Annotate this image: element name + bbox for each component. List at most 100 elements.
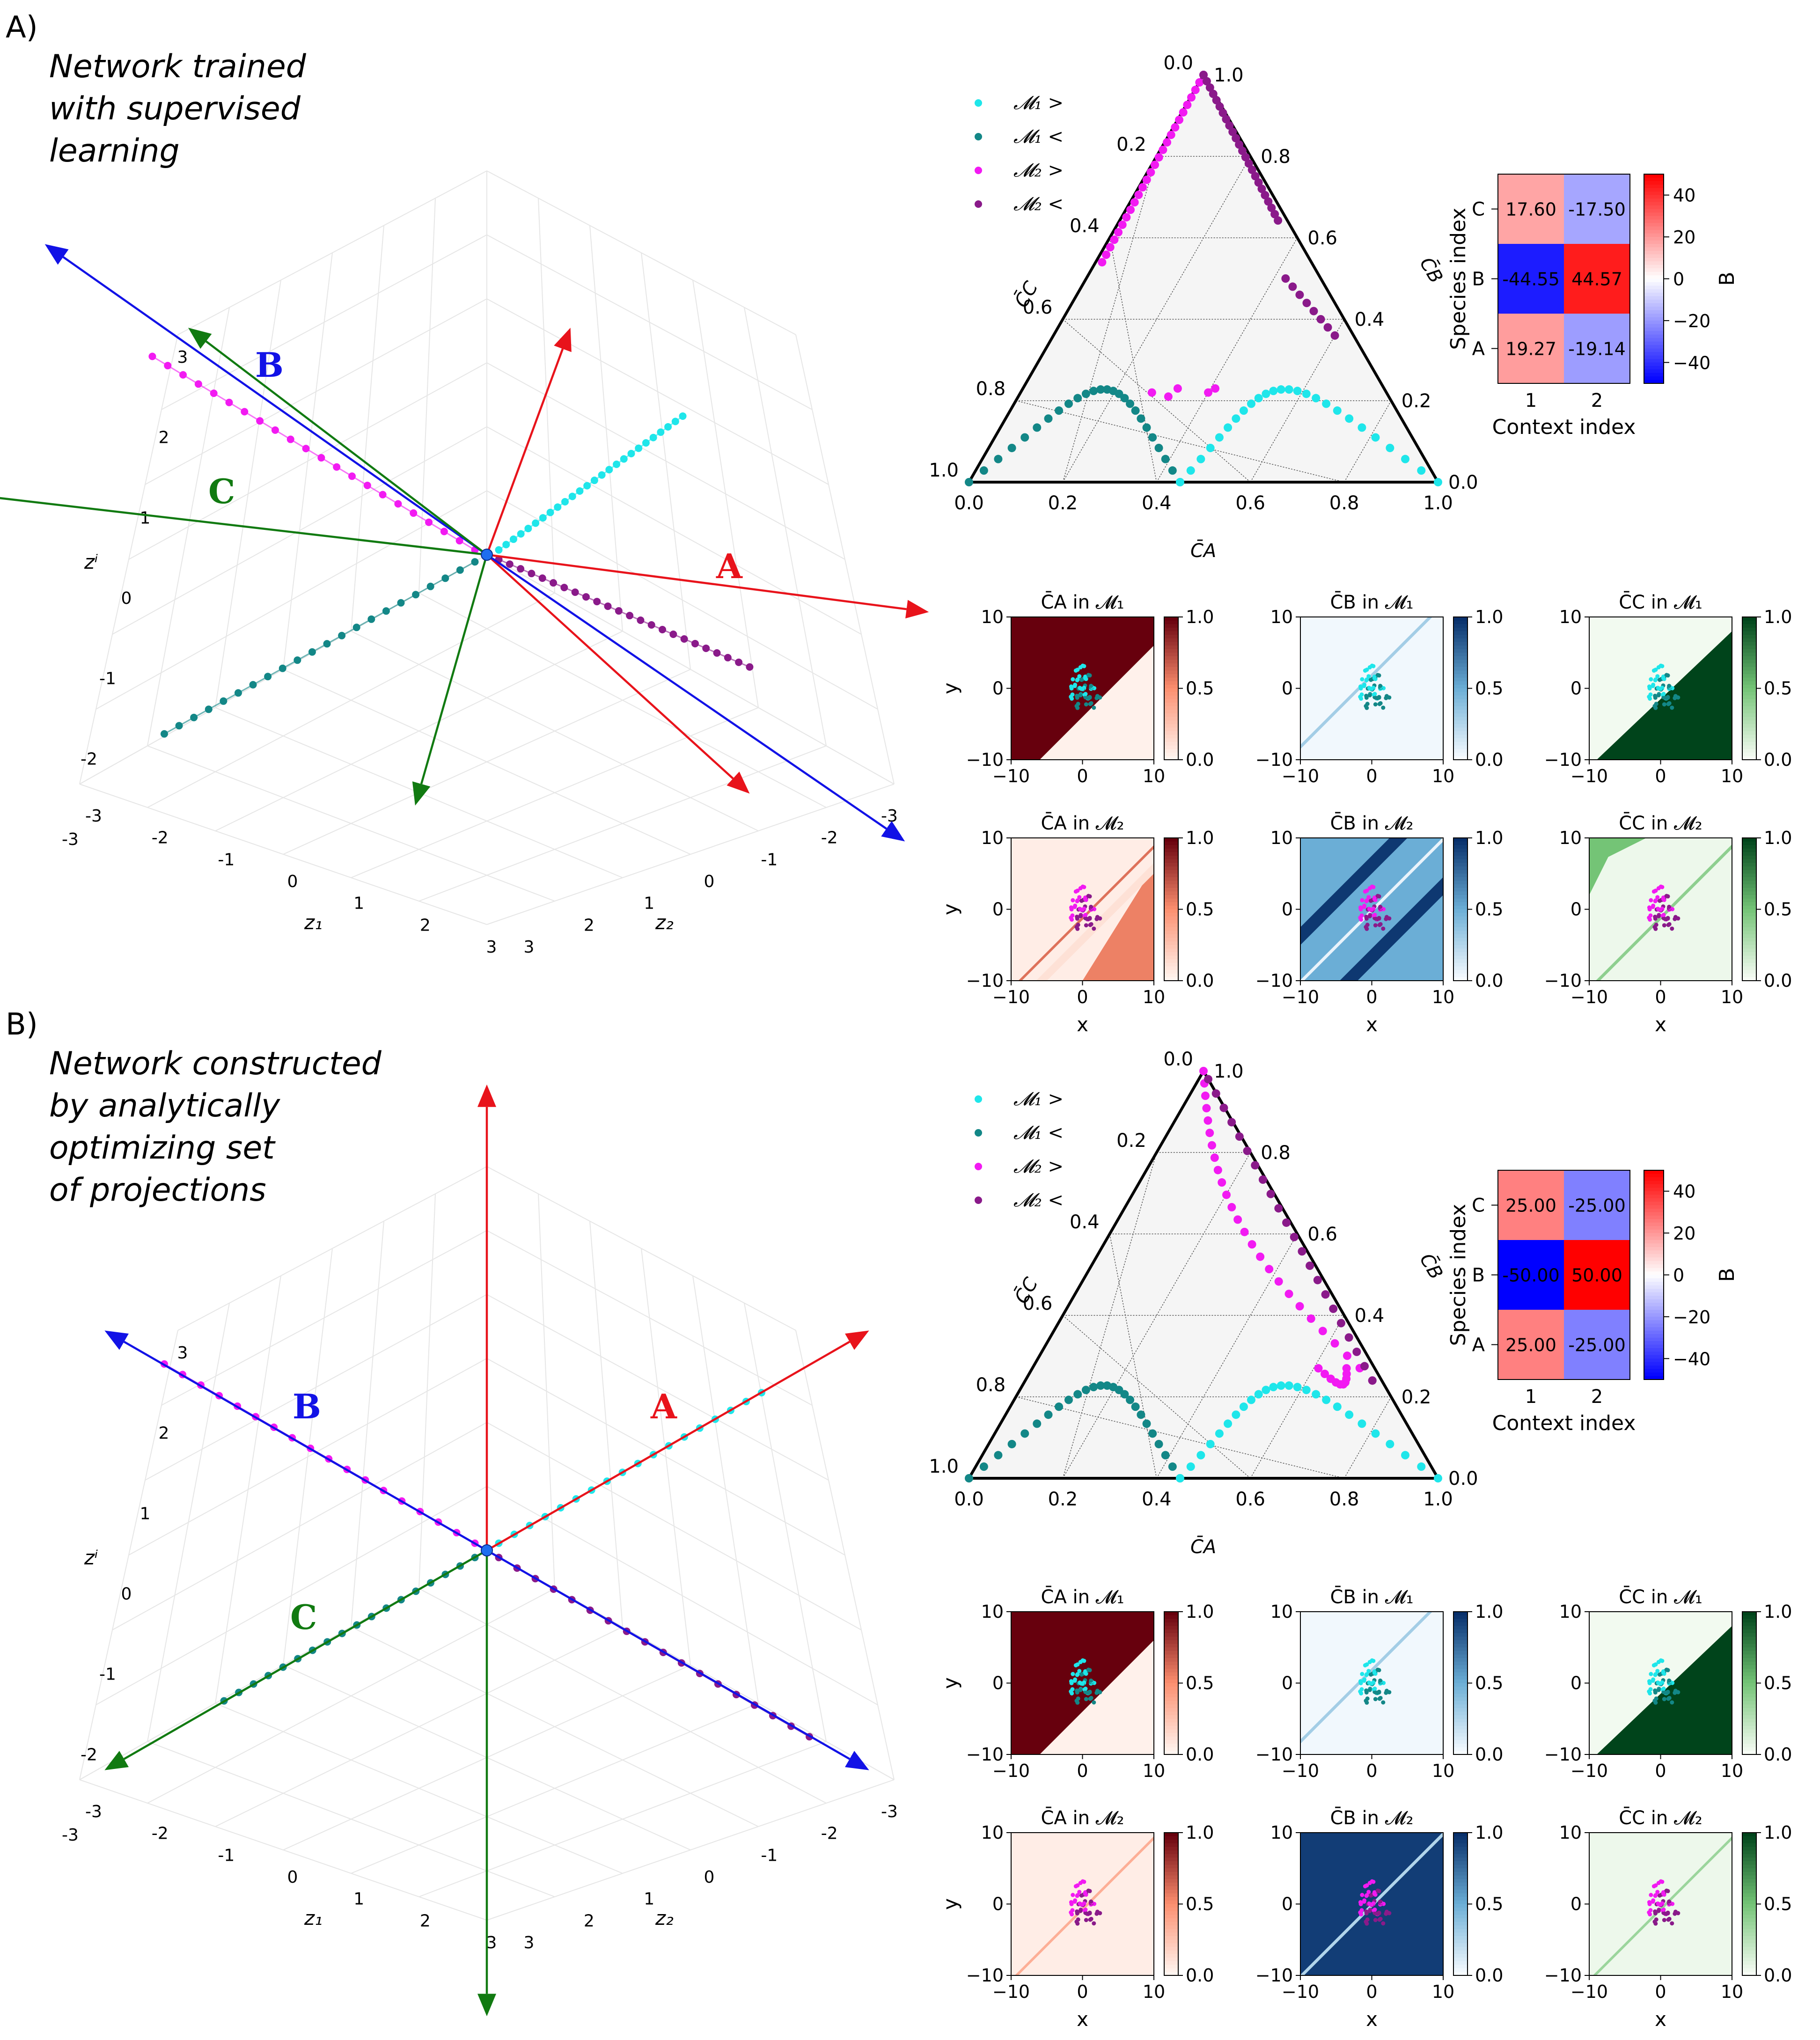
map-title: C̄C in 𝓜₂ (1619, 812, 1703, 834)
ternary-a-label: C̄A (1190, 1535, 1216, 1558)
cbar-slice (1742, 1622, 1756, 1627)
cbar-slice (1453, 1733, 1468, 1737)
cbar-slice (1164, 863, 1178, 867)
x-tick-label: 10 (1721, 1981, 1743, 2002)
cbar-slice (1742, 1911, 1756, 1915)
cbar-slice (1742, 845, 1756, 849)
ternary-point (1336, 1319, 1345, 1328)
cbar-slice (1164, 720, 1178, 725)
cbar-slice (1742, 1665, 1756, 1669)
vector-label-b: B (255, 345, 284, 385)
cbar-slice (1453, 1690, 1468, 1695)
map-point (1089, 922, 1093, 926)
grid-line (418, 198, 436, 593)
map-point (1365, 705, 1369, 710)
cbar-slice (1742, 646, 1756, 650)
ternary-point (1064, 399, 1073, 408)
cbar-slice (1453, 1840, 1468, 1844)
cbar-slice (1453, 1701, 1468, 1705)
cbar-slice (1742, 1939, 1756, 1944)
legend-label: 𝓜₂ > (1013, 1156, 1064, 1177)
map-title: C̄C in 𝓜₁ (1619, 1585, 1703, 1608)
colorbar-slice (1644, 324, 1664, 328)
data-point (410, 509, 418, 517)
vector-C-arrowhead (104, 1751, 129, 1770)
ternary-point (1211, 384, 1220, 393)
zq-tick-label: -3 (62, 830, 79, 849)
cbar-slice (1742, 674, 1756, 678)
map-point (1070, 1912, 1074, 1916)
data-point (679, 412, 687, 420)
map-point (1369, 677, 1373, 682)
x-tick-label: 10 (1432, 1981, 1454, 2002)
cbar-slice (1164, 877, 1178, 881)
cbar-slice (1453, 756, 1468, 760)
colorbar-slice (1644, 223, 1664, 227)
map-region (1589, 838, 1618, 952)
z1-tick-label: 0 (287, 1868, 298, 1887)
cbar-tick-label: 1.0 (1475, 1601, 1503, 1622)
y-tick-label: −10 (1255, 749, 1293, 770)
map-point (1654, 1917, 1659, 1922)
cbar-slice (1164, 916, 1178, 921)
map-point (1369, 1893, 1373, 1898)
heatmap-cell (1498, 1310, 1564, 1380)
ternary-point (1266, 1189, 1275, 1198)
map-point (1084, 1697, 1088, 1702)
colorbar-slice (1644, 250, 1664, 255)
ternary-point (1254, 1390, 1263, 1399)
ternary-a-tick: 0.2 (1048, 492, 1078, 514)
ternary-point (1265, 1265, 1274, 1274)
cbar-slice (1164, 1854, 1178, 1858)
map-point (1089, 683, 1093, 688)
colorbar-slice (1644, 1337, 1664, 1342)
cbar-slice (1742, 1922, 1756, 1926)
ternary-point (1205, 1129, 1214, 1137)
map-point (1651, 683, 1655, 688)
map-point (1654, 702, 1659, 706)
colorbar-slice (1644, 1188, 1664, 1192)
z1-tick-label: -1 (218, 1846, 235, 1865)
ternary-point (1233, 1215, 1242, 1224)
ternary-point (1333, 406, 1342, 415)
map-point (1661, 916, 1666, 921)
ternary-a-tick: 0.0 (954, 1489, 984, 1510)
map-point (1661, 695, 1666, 700)
map-point (1670, 926, 1674, 931)
x-tick-label: 10 (1143, 766, 1165, 786)
cbar-slice (1164, 642, 1178, 646)
cbar-slice (1453, 1936, 1468, 1940)
cbar-slice (1453, 713, 1468, 718)
map-point (1378, 904, 1383, 909)
x-tick-label: 0 (1366, 1981, 1377, 2002)
map-point (1075, 1893, 1079, 1898)
cbar-slice (1453, 1687, 1468, 1691)
cbar-tick-label: 0.0 (1764, 1965, 1792, 1986)
cbar-tick-label: 1.0 (1764, 828, 1792, 848)
map-point (1071, 898, 1075, 903)
panel-label: B) (6, 1007, 38, 1042)
map-point (1083, 674, 1087, 679)
ternary-point (965, 478, 973, 486)
colorbar-slice (1644, 1323, 1664, 1328)
ternary-point (1120, 394, 1129, 403)
colorbar-slice (1644, 254, 1664, 258)
map-point (1673, 1909, 1678, 1914)
colorbar-slice (1644, 1282, 1664, 1286)
map-point (1673, 915, 1678, 919)
map-point (1076, 1696, 1080, 1701)
map-point (1656, 914, 1661, 918)
cbar-slice (1164, 927, 1178, 932)
ternary-point (1235, 140, 1244, 149)
z2-tick-label: -1 (761, 1846, 778, 1865)
cbar-slice (1453, 752, 1468, 757)
ternary-point (1131, 406, 1140, 415)
ternary-point (1330, 1339, 1339, 1348)
cbar-slice (1742, 877, 1756, 881)
cbar-slice (1742, 905, 1756, 910)
x-tick-label: −10 (992, 1761, 1030, 1781)
ternary-point (1218, 1178, 1226, 1187)
